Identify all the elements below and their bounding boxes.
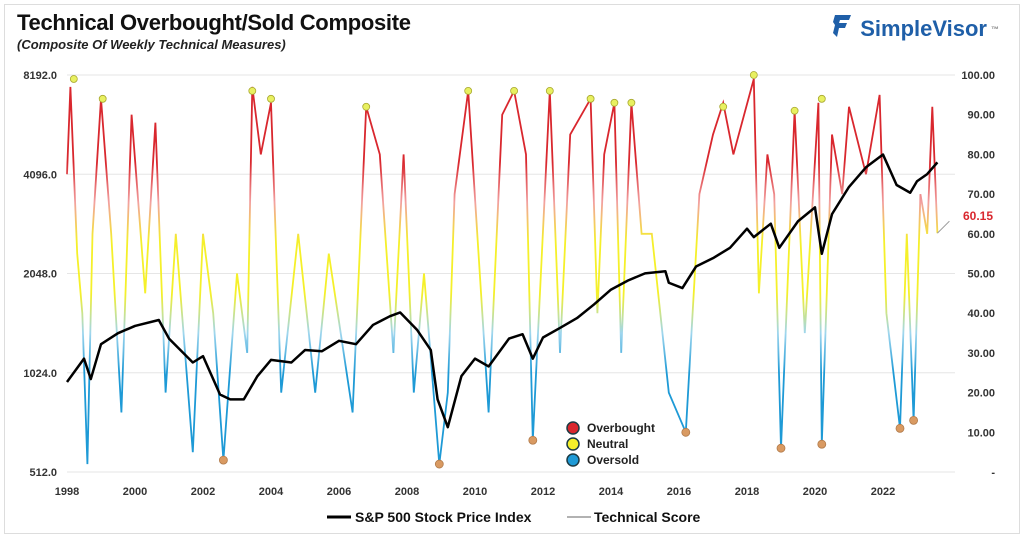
legend-zone-swatch [566,437,580,451]
legend-zone-label: Overbought [587,421,655,435]
x-tick-label: 2002 [191,486,215,498]
peak-marker [510,86,519,95]
trough-marker [218,455,228,465]
sp500-line [65,153,939,429]
trough-marker [909,415,918,425]
legend-zone-swatch [566,421,580,435]
right-tick-label: 70.00 [967,189,995,201]
peak-marker [98,94,107,103]
x-tick-label: 1998 [55,486,79,498]
trough-marker [817,439,827,449]
last-value-label: 60.15 [963,209,993,223]
legend-sp500-label: S&P 500 Stock Price Index [355,509,532,525]
x-tick-label: 2010 [463,486,487,498]
last-value-connector [937,220,950,234]
trough-marker [681,427,691,437]
peak-marker [464,86,473,95]
legend-zone-swatch [566,453,580,467]
visor-head-icon [832,13,856,45]
peak-marker [719,102,728,111]
chart-subtitle: (Composite Of Weekly Technical Measures) [17,37,286,52]
technical-score-line [66,78,939,465]
right-tick-label: 40.00 [967,308,995,320]
peak-marker [362,102,371,111]
x-tick-label: 2008 [395,486,419,498]
right-tick-label: - [991,467,995,479]
right-tick-label: 90.00 [967,110,995,122]
chart-plot: 512.0 1024.0 2048.0 4096.0 8192.0 - 10.00 20.00… [23,70,995,525]
right-tick-label: 60.00 [967,229,995,241]
x-tick-label: 2014 [599,486,624,498]
legend-zone-label: Neutral [587,437,628,451]
legend-score-label: Technical Score [594,509,701,525]
right-tick-label: 80.00 [967,149,995,161]
chart-frame: Technical Overbought/Sold Composite (Com… [4,4,1020,534]
peak-marker [586,94,595,103]
x-tick-label: 2020 [803,486,827,498]
trough-marker [528,435,538,445]
right-tick-label: 50.00 [967,269,995,281]
right-tick-label: 10.00 [967,427,995,439]
x-tick-label: 2004 [259,486,284,498]
peak-marker [749,71,758,79]
peak-marker [610,98,619,107]
brand-tm: ™ [991,24,999,34]
brand-name: SimpleVisor [860,16,987,41]
trough-marker [895,423,905,433]
chart-title: Technical Overbought/Sold Composite [17,10,411,35]
x-tick-label: 2018 [735,486,759,498]
right-tick-label: 100.00 [961,70,995,82]
x-tick-label: 2022 [871,486,895,498]
trough-marker [776,443,786,453]
legend-zone-label: Oversold [587,453,639,467]
x-tick-label: 2006 [327,486,351,498]
brand-logo: SimpleVisor ™ [832,13,999,45]
trough-marker [434,459,444,469]
x-tick-label: 2012 [531,486,555,498]
peak-marker [627,98,636,107]
peak-marker [248,86,257,95]
left-tick-label: 8192.0 [23,70,57,82]
peak-marker [817,94,826,103]
left-tick-label: 512.0 [29,467,57,479]
peak-marker [69,75,78,83]
peak-marker [790,106,799,115]
left-tick-label: 4096.0 [23,169,57,181]
x-tick-label: 2000 [123,486,147,498]
left-tick-label: 1024.0 [23,368,57,380]
right-tick-label: 20.00 [967,388,995,400]
peak-marker [267,94,275,103]
x-tick-label: 2016 [667,486,691,498]
peak-marker [545,86,554,95]
right-tick-label: 30.00 [967,348,995,360]
left-tick-label: 2048.0 [23,269,57,281]
